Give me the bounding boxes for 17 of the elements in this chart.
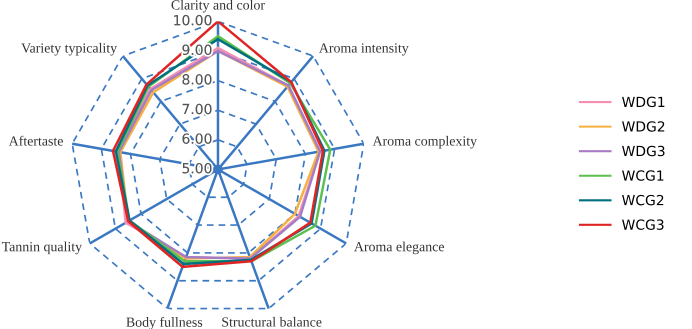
y-tick-label: 10.00 xyxy=(174,14,212,26)
legend-label: WCG2 xyxy=(622,194,664,206)
y-tick-label: 7.00 xyxy=(182,104,212,114)
spoke-label: Structural balance xyxy=(222,316,322,327)
legend-label: WDG1 xyxy=(622,96,664,108)
legend-label: WDG2 xyxy=(622,121,664,132)
legend-label: WDG3 xyxy=(622,146,665,156)
spoke-label: Aftertaste xyxy=(8,136,63,146)
spoke-label: Aroma intensity xyxy=(318,43,409,56)
legend-label: WCG3 xyxy=(622,219,664,230)
spoke-label: Variety typicality xyxy=(21,42,118,56)
spoke-label: Aroma elegance xyxy=(354,242,444,254)
spoke-label: Clarity and color xyxy=(171,0,265,12)
spoke-label: Aroma complexity xyxy=(372,136,477,148)
y-tick-label: 8.00 xyxy=(182,74,212,85)
legend-label: WCG1 xyxy=(622,170,664,181)
spoke-label: Tannin quality xyxy=(2,242,82,254)
